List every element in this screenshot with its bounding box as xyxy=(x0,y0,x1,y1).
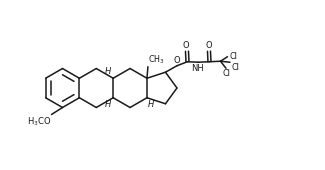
Text: O: O xyxy=(206,41,212,50)
Text: H$_3$CO: H$_3$CO xyxy=(27,115,51,128)
Text: O: O xyxy=(173,56,180,65)
Text: NH: NH xyxy=(192,64,204,73)
Text: H: H xyxy=(104,67,111,76)
Text: Cl: Cl xyxy=(232,63,240,72)
Text: O: O xyxy=(183,41,189,50)
Text: CH$_3$: CH$_3$ xyxy=(149,53,165,66)
Text: Cl: Cl xyxy=(229,52,237,61)
Text: Cl: Cl xyxy=(223,69,230,78)
Text: H: H xyxy=(148,100,154,109)
Text: H: H xyxy=(105,100,111,109)
